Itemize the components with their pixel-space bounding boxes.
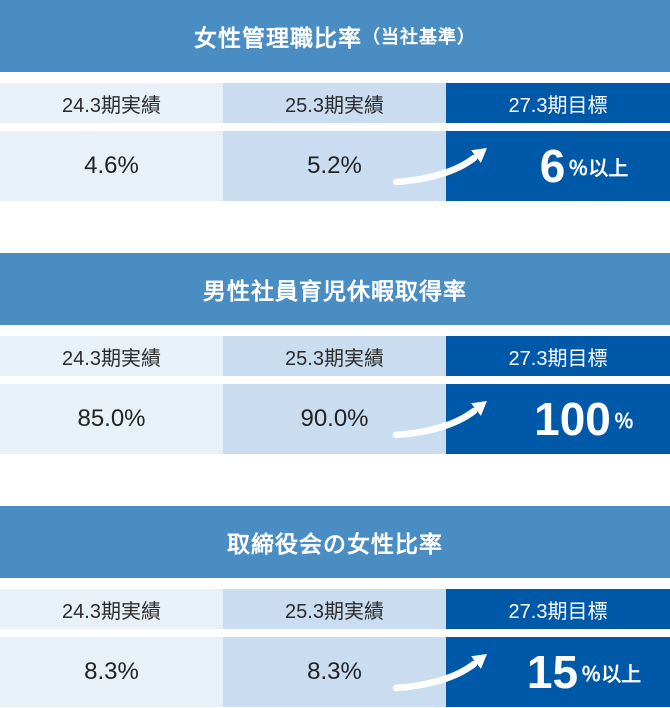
column-header-row: 24.3期実績 25.3期実績 27.3期目標 xyxy=(0,336,670,376)
col-header-target: 27.3期目標 xyxy=(446,83,670,123)
value-actual-2: 90.0% xyxy=(223,384,446,454)
section-title-text: 女性管理職比率 xyxy=(194,25,362,51)
col-header-actual-1: 24.3期実績 xyxy=(0,83,223,123)
col-header-actual-2: 25.3期実績 xyxy=(223,336,446,376)
col-header-actual-2: 25.3期実績 xyxy=(223,589,446,629)
section-title-text: 男性社員育児休暇取得率 xyxy=(203,278,467,304)
target-number: 6 xyxy=(539,140,566,192)
value-target: 15 ％以上 xyxy=(446,637,670,707)
section-title-text: 取締役会の女性比率 xyxy=(227,531,443,557)
kpi-section-female-managers: 女性管理職比率 （当社基準） 24.3期実績 25.3期実績 27.3期目標 4.… xyxy=(0,0,670,201)
target-suffix: ％ xyxy=(613,410,634,433)
value-actual-2: 5.2% xyxy=(223,131,446,201)
section-title-bar: 男性社員育児休暇取得率 xyxy=(0,253,670,325)
target-suffix: ％以上 xyxy=(568,157,629,180)
value-row: 85.0% 90.0% 100 ％ xyxy=(0,384,670,454)
value-actual-1: 8.3% xyxy=(0,637,223,707)
col-header-actual-2: 25.3期実績 xyxy=(223,83,446,123)
value-row: 4.6% 5.2% 6 ％以上 xyxy=(0,131,670,201)
value-actual-1: 4.6% xyxy=(0,131,223,201)
section-title-suffix: （当社基準） xyxy=(362,27,476,47)
column-header-row: 24.3期実績 25.3期実績 27.3期目標 xyxy=(0,83,670,123)
value-target: 6 ％以上 xyxy=(446,131,670,201)
col-header-actual-1: 24.3期実績 xyxy=(0,589,223,629)
section-title-bar: 取締役会の女性比率 xyxy=(0,506,670,578)
target-suffix: ％以上 xyxy=(581,663,642,686)
value-row: 8.3% 8.3% 15 ％以上 xyxy=(0,637,670,707)
kpi-section-male-childcare-leave: 男性社員育児休暇取得率 24.3期実績 25.3期実績 27.3期目標 85.0… xyxy=(0,253,670,454)
value-target: 100 ％ xyxy=(446,384,670,454)
value-actual-1: 85.0% xyxy=(0,384,223,454)
target-number: 100 xyxy=(534,393,611,445)
section-title-bar: 女性管理職比率 （当社基準） xyxy=(0,0,670,72)
col-header-target: 27.3期目標 xyxy=(446,589,670,629)
value-actual-2: 8.3% xyxy=(223,637,446,707)
col-header-target: 27.3期目標 xyxy=(446,336,670,376)
column-header-row: 24.3期実績 25.3期実績 27.3期目標 xyxy=(0,589,670,629)
kpi-section-board-female-ratio: 取締役会の女性比率 24.3期実績 25.3期実績 27.3期目標 8.3% 8… xyxy=(0,506,670,707)
col-header-actual-1: 24.3期実績 xyxy=(0,336,223,376)
target-number: 15 xyxy=(526,646,579,698)
